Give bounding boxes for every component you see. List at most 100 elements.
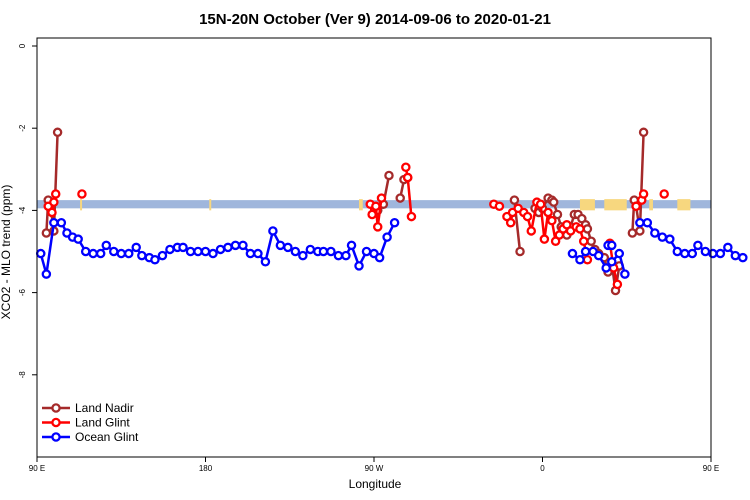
- data-point: [346, 240, 357, 251]
- data-point: [318, 246, 329, 257]
- data-point: [268, 226, 278, 236]
- series-layer: [35, 127, 748, 296]
- data-point: [193, 246, 203, 257]
- data-point: [305, 244, 316, 255]
- x-tick-label: 180: [199, 464, 213, 473]
- data-point: [548, 197, 559, 207]
- plot-frame: [36, 37, 712, 458]
- data-point: [215, 244, 226, 255]
- land-patch: [359, 199, 363, 211]
- data-point: [494, 201, 505, 212]
- data-point: [406, 211, 417, 222]
- data-point: [384, 170, 394, 181]
- data-point: [578, 236, 589, 246]
- data-point: [73, 234, 83, 244]
- data-point: [341, 250, 351, 261]
- data-point: [657, 232, 668, 242]
- data-point: [635, 217, 645, 228]
- data-point: [333, 250, 344, 261]
- data-point: [582, 224, 593, 234]
- data-point: [245, 248, 256, 259]
- data-point: [35, 248, 46, 259]
- data-point: [223, 242, 233, 253]
- data-point: [650, 228, 660, 238]
- data-point: [659, 189, 669, 199]
- data-point: [253, 248, 263, 259]
- legend-marker: [51, 417, 61, 428]
- legend-label: Ocean Glint: [75, 430, 139, 444]
- data-point: [687, 248, 698, 259]
- data-point: [402, 172, 413, 183]
- data-point: [612, 279, 623, 290]
- data-point: [601, 263, 611, 273]
- y-axis-label: XCO2 - MLO trend (ppm): [0, 185, 13, 320]
- data-point: [567, 248, 578, 259]
- x-axis-label: Longitude: [349, 477, 402, 491]
- data-point: [586, 236, 596, 246]
- land-patch: [677, 199, 691, 211]
- data-point: [131, 242, 141, 253]
- data-point: [283, 242, 293, 253]
- data-point: [123, 248, 134, 259]
- data-point: [715, 248, 726, 259]
- data-point: [47, 207, 57, 218]
- data-point: [49, 197, 59, 207]
- data-point: [382, 232, 392, 242]
- data-point: [361, 246, 372, 257]
- data-point: [535, 199, 546, 209]
- data-point: [367, 209, 377, 220]
- data-point: [543, 207, 553, 218]
- data-point: [515, 246, 525, 257]
- data-point: [354, 261, 364, 271]
- data-point: [642, 217, 653, 228]
- data-point: [200, 246, 211, 257]
- data-point: [580, 246, 591, 257]
- data-point: [290, 246, 301, 257]
- data-point: [575, 224, 585, 234]
- data-point: [52, 127, 63, 138]
- legend-label: Land Glint: [75, 416, 130, 430]
- data-point: [627, 228, 638, 238]
- data-point: [376, 193, 387, 203]
- land-patch: [649, 199, 653, 211]
- data-point: [522, 211, 533, 222]
- data-point: [693, 240, 703, 251]
- data-point: [49, 217, 59, 228]
- data-point: [372, 222, 383, 232]
- data-point: [95, 248, 106, 259]
- data-point: [730, 250, 741, 261]
- land-patch: [604, 199, 627, 211]
- data-point: [635, 226, 645, 236]
- data-point: [230, 240, 241, 251]
- legend-marker: [51, 403, 61, 413]
- data-point: [680, 248, 690, 259]
- data-point: [41, 228, 52, 238]
- data-point: [582, 254, 593, 265]
- data-point: [672, 246, 683, 257]
- data-point: [700, 246, 711, 257]
- axes: 90 E 180 90 W 0 90 E 0 -2 -4 -6 -8: [18, 43, 719, 473]
- data-point: [607, 257, 617, 267]
- series-ocean-glint: [35, 217, 748, 279]
- data-point: [41, 269, 52, 279]
- data-point: [374, 252, 385, 263]
- data-point: [539, 234, 550, 244]
- data-point: [665, 234, 675, 244]
- data-point: [638, 189, 649, 199]
- x-tick-label: 90 E: [29, 464, 45, 473]
- data-point: [101, 240, 112, 251]
- land-patch: [209, 199, 212, 211]
- data-point: [389, 217, 400, 228]
- y-tick-label: -2: [18, 124, 27, 132]
- data-point: [371, 201, 381, 212]
- data-point: [552, 209, 563, 220]
- data-point: [56, 217, 67, 228]
- data-point: [137, 250, 147, 261]
- data-point: [620, 269, 630, 279]
- data-point: [509, 195, 520, 205]
- data-point: [80, 246, 91, 257]
- data-point: [401, 162, 411, 172]
- data-point: [708, 248, 718, 259]
- data-point: [638, 127, 649, 138]
